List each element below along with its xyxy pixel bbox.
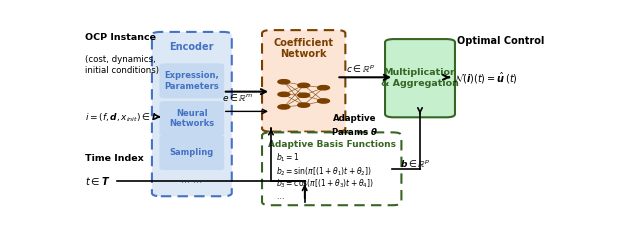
Circle shape bbox=[278, 105, 290, 109]
Text: $b_3 = \cos(\pi[(1+\theta_3)t+\theta_4])$: $b_3 = \cos(\pi[(1+\theta_3)t+\theta_4])… bbox=[276, 178, 374, 190]
Circle shape bbox=[278, 92, 290, 96]
Circle shape bbox=[298, 103, 310, 107]
Text: (cost, dynamics,
initial conditions): (cost, dynamics, initial conditions) bbox=[85, 55, 159, 75]
Text: Adaptive Basis Functions: Adaptive Basis Functions bbox=[268, 140, 396, 149]
Text: ... ...: ... ... bbox=[181, 175, 202, 185]
Text: Coefficient
Network: Coefficient Network bbox=[274, 38, 333, 59]
Circle shape bbox=[317, 86, 330, 90]
Text: Expression,
Parameters: Expression, Parameters bbox=[164, 71, 220, 91]
Text: Optimal Control: Optimal Control bbox=[457, 35, 545, 45]
Text: $e \in \mathbb{R}^{m}$: $e \in \mathbb{R}^{m}$ bbox=[222, 93, 253, 103]
FancyBboxPatch shape bbox=[160, 64, 224, 98]
Text: $\boldsymbol{b} \in \mathbb{R}^{p}$: $\boldsymbol{b} \in \mathbb{R}^{p}$ bbox=[400, 158, 430, 169]
Text: $b_2 = \sin(\pi[(1+\theta_1)t+\theta_2])$: $b_2 = \sin(\pi[(1+\theta_1)t+\theta_2])… bbox=[276, 165, 372, 178]
Text: Time Index: Time Index bbox=[85, 154, 144, 163]
FancyBboxPatch shape bbox=[160, 102, 224, 136]
Text: Adaptive
Params $\boldsymbol{\theta}$: Adaptive Params $\boldsymbol{\theta}$ bbox=[331, 114, 378, 137]
Text: $\ldots$: $\ldots$ bbox=[276, 192, 285, 201]
Text: $c \in \mathbb{R}^{p}$: $c \in \mathbb{R}^{p}$ bbox=[346, 63, 374, 74]
FancyBboxPatch shape bbox=[160, 136, 224, 170]
Text: $t \in \boldsymbol{T}$: $t \in \boldsymbol{T}$ bbox=[85, 175, 110, 187]
Text: OCP Instance: OCP Instance bbox=[85, 33, 156, 42]
Text: Sampling: Sampling bbox=[170, 148, 214, 157]
Circle shape bbox=[298, 83, 310, 88]
Circle shape bbox=[278, 80, 290, 84]
FancyBboxPatch shape bbox=[262, 132, 401, 205]
FancyBboxPatch shape bbox=[385, 39, 455, 117]
Text: $i = (f, \boldsymbol{d}, x_{init}) \in \boldsymbol{I}$: $i = (f, \boldsymbol{d}, x_{init}) \in \… bbox=[85, 111, 156, 124]
Text: Encoder: Encoder bbox=[170, 42, 214, 52]
FancyBboxPatch shape bbox=[152, 32, 232, 196]
FancyBboxPatch shape bbox=[262, 30, 346, 132]
Circle shape bbox=[298, 93, 310, 97]
Text: $b_1 = 1$: $b_1 = 1$ bbox=[276, 152, 300, 164]
Text: Multiplication
& Aggregation: Multiplication & Aggregation bbox=[381, 69, 459, 88]
Text: Neural
Networks: Neural Networks bbox=[170, 109, 214, 128]
Circle shape bbox=[317, 99, 330, 103]
Text: $\mathcal{N}(\boldsymbol{i})(t) = \hat{\boldsymbol{u}}\,(t)$: $\mathcal{N}(\boldsymbol{i})(t) = \hat{\… bbox=[453, 71, 518, 86]
